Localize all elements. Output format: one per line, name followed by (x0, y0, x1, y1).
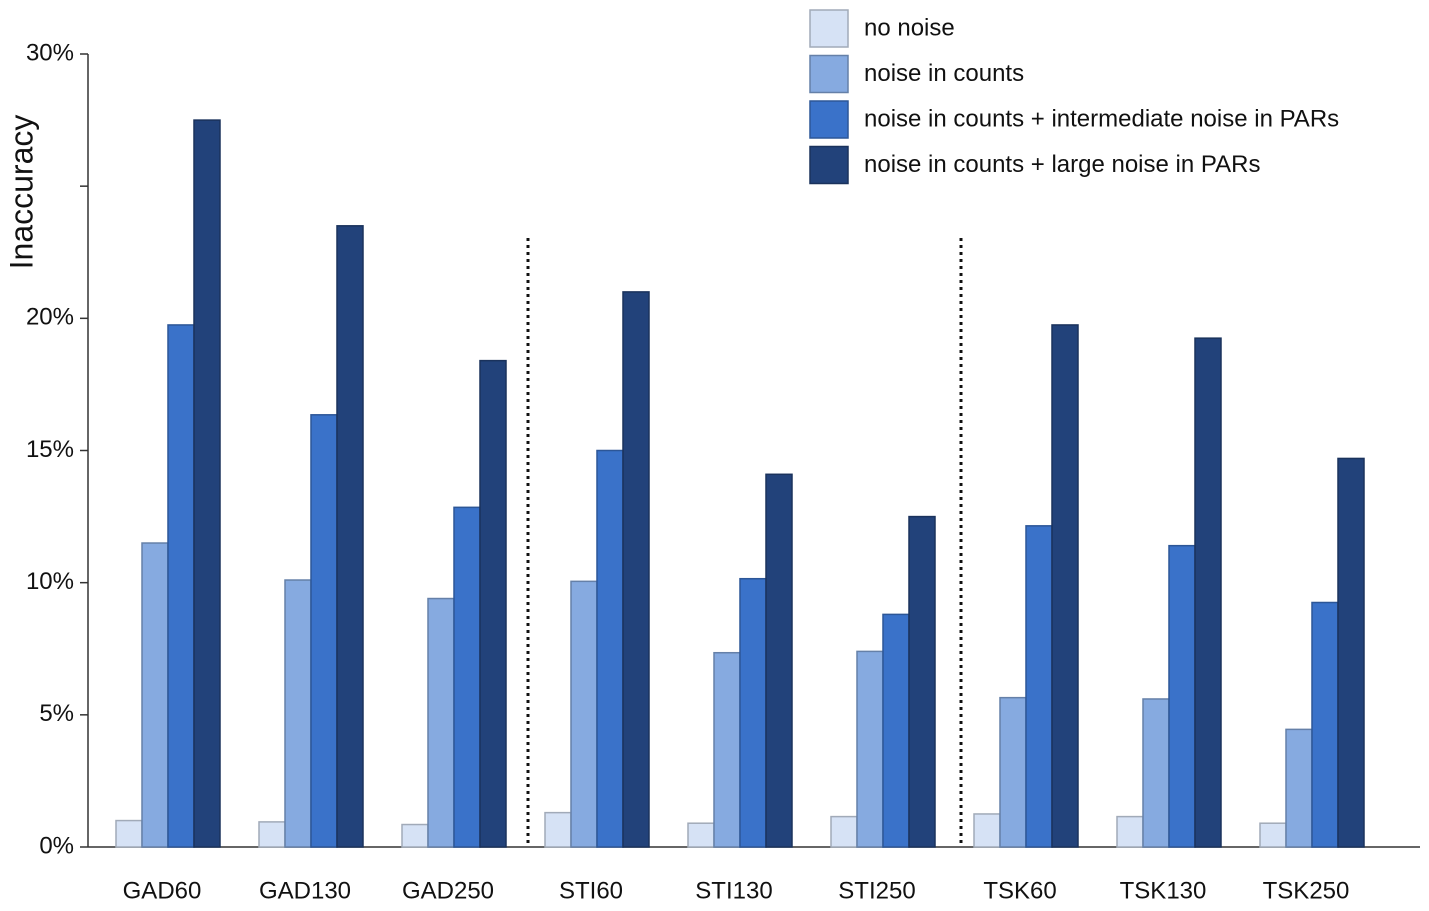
bar (570, 580, 598, 848)
y-tick-label: 5% (39, 700, 74, 727)
x-tick-label: TSK250 (1263, 877, 1350, 904)
bar (882, 613, 910, 848)
bar (908, 515, 936, 848)
bar (141, 542, 169, 848)
x-tick-label: STI60 (559, 877, 623, 904)
bar (687, 822, 715, 848)
y-tick-label: 0% (39, 832, 74, 859)
bar (115, 819, 143, 848)
bar (258, 821, 286, 848)
bar (973, 813, 1001, 848)
bar (596, 449, 624, 848)
bar (1168, 544, 1196, 848)
y-axis-label: Inaccuracy (3, 115, 39, 270)
x-tick-label: GAD250 (402, 877, 494, 904)
bar (193, 119, 221, 848)
legend-swatch (809, 145, 849, 185)
bar (1259, 822, 1287, 848)
x-tick-label: TSK60 (983, 877, 1056, 904)
bar (999, 696, 1027, 848)
legend-swatch (809, 54, 849, 94)
bar (310, 414, 338, 848)
bar (401, 823, 429, 848)
bar (713, 651, 741, 848)
bar (427, 597, 455, 848)
y-tick-label: 30% (26, 39, 74, 66)
y-tick-label: 20% (26, 304, 74, 331)
bar (1285, 728, 1313, 848)
legend-swatch (809, 100, 849, 139)
legend-label: noise in counts + intermediate noise in … (864, 105, 1339, 132)
bar (1142, 698, 1170, 848)
bar (453, 506, 481, 848)
bar (830, 815, 858, 848)
legend-label: noise in counts + large noise in PARs (864, 151, 1260, 178)
bar (739, 577, 767, 848)
bar (1116, 815, 1144, 848)
bar (544, 811, 572, 848)
bar (622, 291, 650, 848)
bar (1311, 601, 1339, 848)
legend-label: noise in counts (864, 60, 1024, 87)
bar (1337, 457, 1365, 848)
legend-swatch (809, 9, 849, 48)
bar (765, 473, 793, 848)
x-tick-label: GAD60 (123, 877, 202, 904)
bar (167, 324, 195, 848)
y-tick-label: 15% (26, 436, 74, 463)
bar (1194, 337, 1222, 848)
x-tick-label: STI250 (838, 877, 915, 904)
x-tick-label: TSK130 (1120, 877, 1207, 904)
legend-label: no noise (864, 14, 955, 41)
bar (336, 225, 364, 848)
bar (1025, 525, 1053, 848)
x-tick-label: GAD130 (259, 877, 351, 904)
bar (479, 359, 507, 848)
bar (1051, 324, 1079, 848)
bar (284, 579, 312, 848)
y-tick-label: 10% (26, 568, 74, 595)
bar (856, 650, 884, 848)
x-tick-label: STI130 (695, 877, 772, 904)
